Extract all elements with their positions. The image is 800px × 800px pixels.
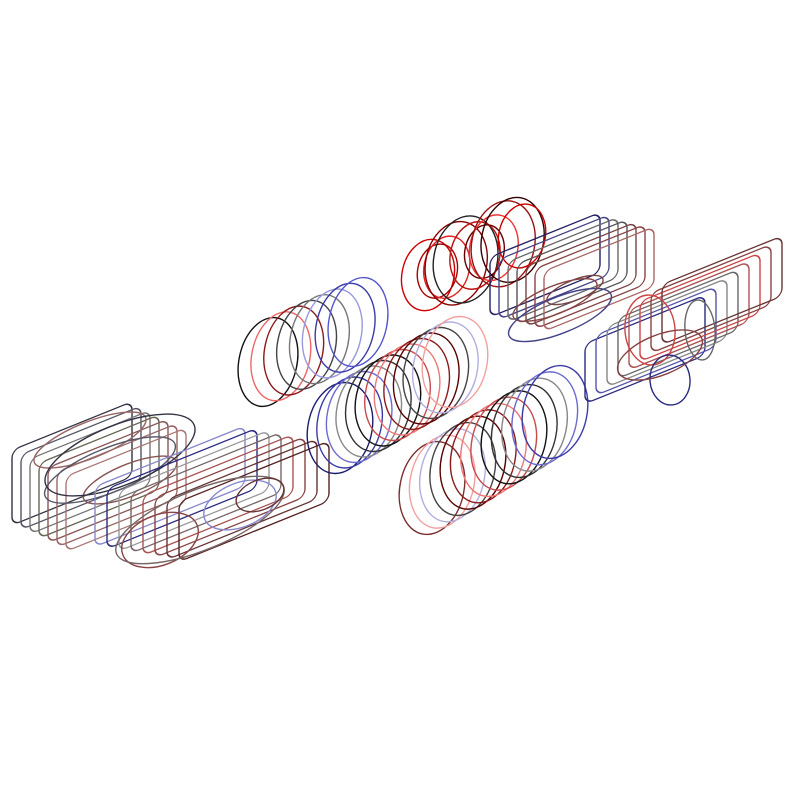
contour-ring — [480, 390, 548, 485]
contour-slab — [628, 263, 750, 369]
contour-ring — [392, 332, 460, 425]
slab-stack-right — [489, 214, 655, 343]
contour-level — [512, 278, 598, 322]
contour-slab — [606, 280, 728, 385]
contour-ring — [398, 440, 466, 536]
contour-slab — [617, 271, 739, 377]
contour-ring — [521, 364, 589, 460]
contour-ring — [470, 396, 538, 491]
contour-ring — [408, 434, 476, 529]
contour-level — [44, 413, 196, 497]
contour-slab — [650, 246, 772, 352]
ring-stack-red — [400, 196, 547, 312]
contour-ring — [449, 409, 517, 504]
contour-ring — [424, 220, 488, 306]
contour-ring — [463, 224, 505, 280]
contour-ring — [470, 200, 536, 288]
contour-level — [649, 354, 691, 406]
contour-ring — [327, 276, 389, 368]
contour-ring — [460, 402, 527, 498]
contour-ring — [400, 238, 456, 312]
contour-slab — [661, 237, 783, 343]
contour-slab — [507, 219, 619, 320]
contour-ring — [419, 428, 486, 523]
contour-ring — [314, 282, 376, 373]
contour-level — [33, 411, 147, 469]
contour-level — [616, 329, 704, 381]
contour-ring — [383, 337, 451, 431]
contour-slab — [106, 430, 258, 547]
contour-ring — [411, 321, 479, 414]
contour-slab — [543, 228, 655, 330]
contour-slab — [595, 288, 717, 394]
contour-ring — [501, 377, 568, 472]
contour-slab — [29, 412, 151, 533]
contour-ring — [344, 359, 412, 453]
contour-level — [684, 299, 716, 361]
contour-slab — [38, 416, 160, 537]
contour-ring — [432, 215, 499, 304]
contour-ring — [421, 315, 489, 409]
contour-slab — [166, 440, 318, 558]
contour-slab — [178, 442, 330, 560]
contour-slab — [65, 429, 187, 550]
contour-slab — [525, 223, 637, 325]
contour-level — [546, 274, 604, 306]
contour-level — [507, 287, 613, 343]
contour-level — [235, 477, 285, 513]
contour-ring — [490, 383, 558, 479]
contour-ring — [316, 376, 384, 469]
contour-ring — [306, 381, 374, 475]
contour-ring — [429, 421, 497, 517]
contour-slab — [534, 226, 646, 327]
contour-slab — [639, 254, 761, 360]
ring-stack-lower — [398, 364, 589, 536]
contour-slab — [154, 438, 306, 556]
contour-ring — [416, 243, 459, 299]
contour-ring — [354, 354, 422, 447]
ring-stack-center — [306, 315, 489, 475]
contour-slab — [142, 436, 294, 554]
ring-stack-upper — [237, 276, 389, 408]
contour-ring — [335, 365, 403, 458]
contour-ring — [511, 371, 579, 466]
contour-ring — [373, 343, 441, 436]
saddle-stack-right — [584, 237, 783, 406]
contour-ring — [325, 370, 393, 464]
contour-level — [203, 479, 277, 531]
contour-slab — [20, 407, 142, 528]
contour-level — [43, 436, 177, 504]
contour-ring — [439, 415, 507, 510]
saddle-stack-left — [94, 427, 330, 569]
contour-ring — [364, 348, 431, 442]
contour-level — [121, 511, 199, 569]
contour-slab — [94, 427, 246, 545]
contour-ring — [402, 326, 470, 420]
